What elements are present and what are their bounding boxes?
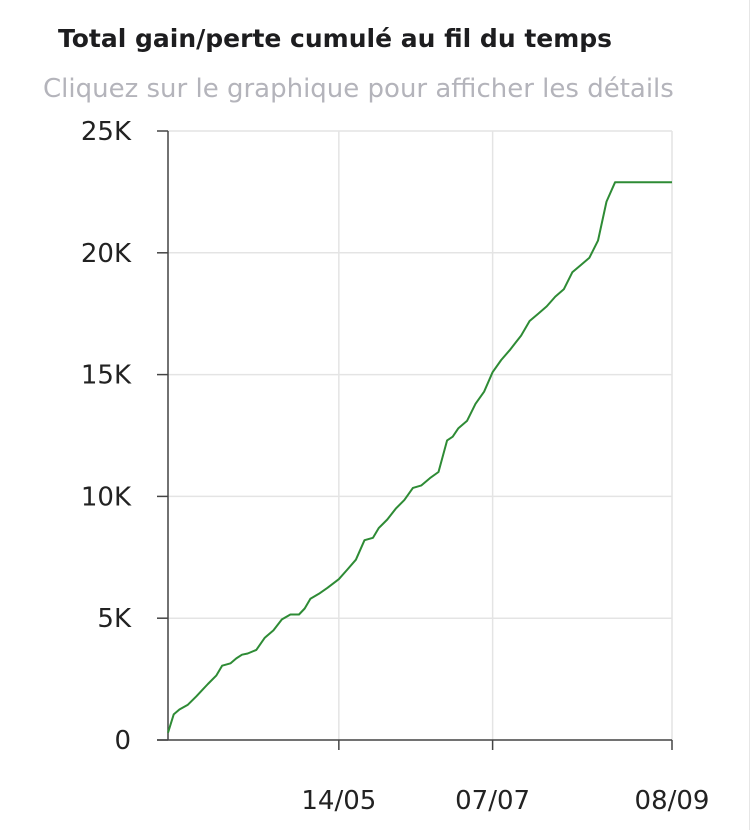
y-tick-label: 10K (81, 482, 132, 512)
tick-labels: 0 5K 10K 15K 20K 25K 14/05 07/07 08/09 (81, 117, 710, 816)
y-tick-label: 20K (81, 239, 132, 269)
x-tick-label: 14/05 (301, 786, 376, 816)
chart-title: Total gain/perte cumulé au fil du temps (58, 24, 613, 53)
series-line[interactable] (167, 181, 672, 733)
grid-lines (168, 130, 673, 740)
axes (157, 130, 673, 750)
series-layer[interactable] (167, 181, 672, 733)
y-tick-label: 15K (81, 361, 132, 391)
y-tick-label: 25K (81, 117, 132, 147)
x-tick-label: 07/07 (455, 786, 530, 816)
y-tick-label: 5K (97, 604, 132, 634)
chart-subtitle: Cliquez sur le graphique pour afficher l… (43, 74, 674, 104)
x-tick-label: 08/09 (635, 786, 710, 816)
y-tick-label: 0 (114, 726, 131, 756)
